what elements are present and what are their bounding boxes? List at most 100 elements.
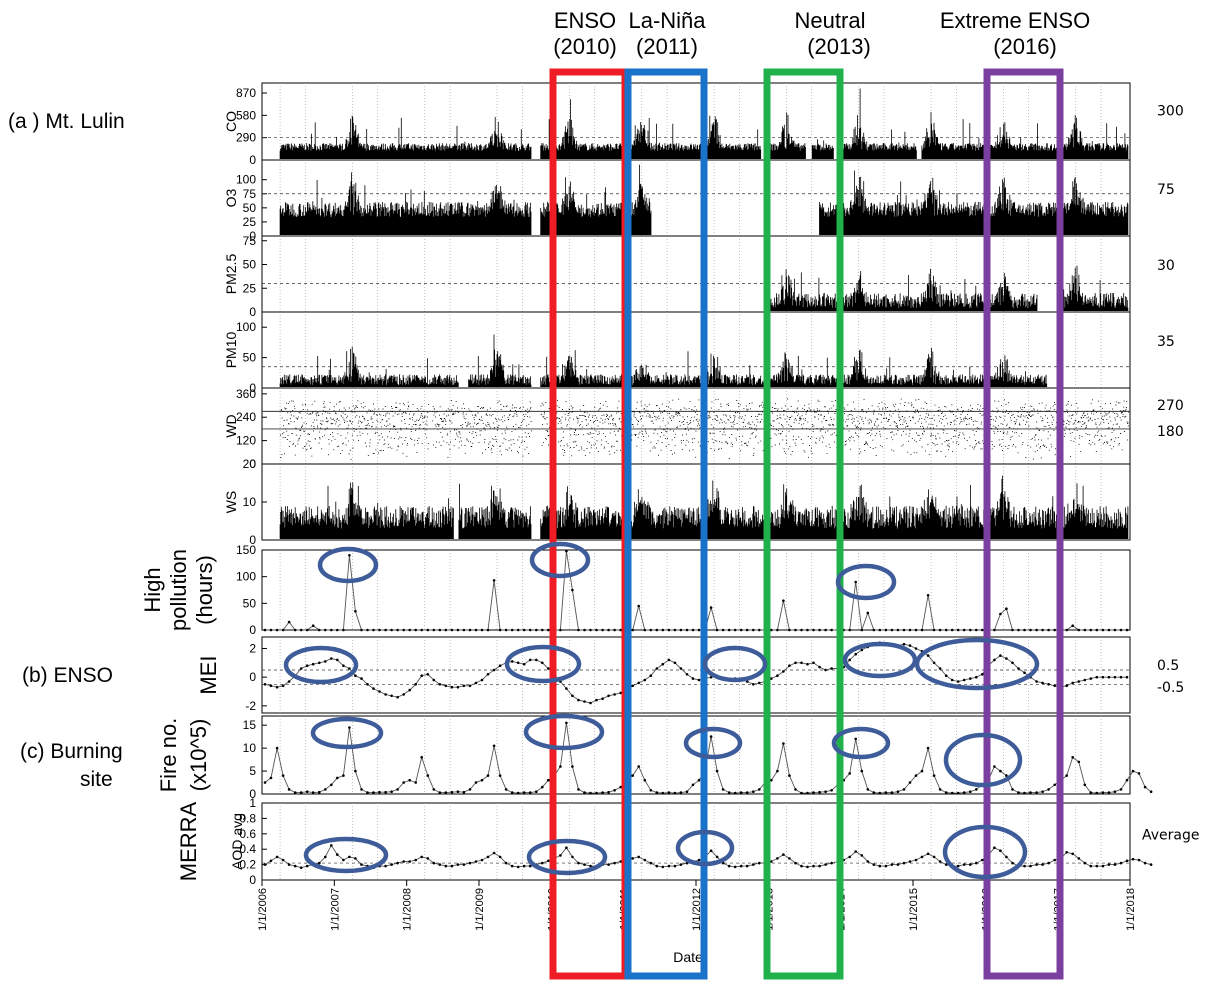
aod-point: [559, 854, 562, 857]
wd-ref-label: 180: [1157, 424, 1184, 440]
fire-point: [474, 781, 478, 784]
pm25-ref-label: 30: [1157, 258, 1175, 274]
high_pollution-point: [390, 628, 393, 632]
fire-point: [1125, 778, 1129, 782]
fire-point: [1131, 769, 1135, 773]
highlight-ellipse: [303, 836, 389, 874]
high_pollution-point: [318, 628, 321, 632]
fire-point: [944, 791, 948, 794]
aod-point: [745, 864, 749, 868]
high_pollution-point: [878, 628, 882, 632]
aod-point: [480, 858, 484, 862]
aod-point: [956, 864, 960, 868]
high_pollution-point: [510, 628, 514, 632]
high_pollution-point: [324, 628, 327, 632]
panels-layer: 0290580870300CO025507510075O3025507530PM…: [140, 82, 1200, 887]
fire-point: [366, 791, 369, 794]
fire-ytick-label: 0: [249, 787, 256, 801]
fire-point: [1095, 791, 1099, 795]
mei-point: [643, 678, 647, 682]
aod-point: [287, 863, 291, 866]
mei-point: [1125, 675, 1129, 679]
aod-point: [547, 859, 550, 863]
high_pollution-ylabel-line: pollution: [166, 549, 191, 631]
mei-point: [468, 684, 472, 688]
mei-point: [782, 670, 785, 673]
aod-point: [920, 855, 924, 859]
panel-mei: -2 0 2 0.5 -0.5 MEI: [196, 636, 1184, 714]
co-ylabel: CO: [223, 111, 239, 132]
fire-point: [516, 791, 520, 795]
highlight-ellipse: [942, 824, 1028, 880]
mei-point: [456, 685, 460, 689]
aod-point: [914, 858, 918, 862]
co-ytick-label: 870: [236, 86, 256, 100]
mei-point: [661, 662, 665, 666]
aod-point: [1113, 863, 1117, 866]
mei-point: [848, 658, 851, 662]
fire-point: [571, 765, 574, 768]
mei-point: [299, 667, 303, 670]
fire-point: [528, 791, 532, 794]
aod-point: [450, 864, 454, 868]
mei-point: [269, 684, 273, 688]
high_pollution-point: [824, 628, 827, 632]
panel-c-line2: site: [80, 768, 113, 791]
fire-point: [281, 774, 285, 777]
mei-point: [1047, 683, 1050, 686]
o3-series: [279, 164, 1129, 235]
mei-point: [305, 664, 309, 667]
high_pollution-point: [697, 628, 701, 632]
aod-point: [1125, 859, 1129, 863]
fire-point: [372, 791, 375, 794]
high_pollution-point: [1011, 628, 1014, 632]
mei-point: [830, 667, 833, 670]
aod-point: [414, 858, 418, 862]
aod-point: [1143, 861, 1147, 865]
fire-point: [311, 791, 315, 794]
mei-point: [962, 678, 966, 682]
high_pollution-point: [685, 628, 689, 632]
aod-point: [962, 863, 966, 866]
high_pollution-point: [661, 628, 665, 632]
high_pollution-point: [492, 579, 496, 582]
fire-point: [408, 778, 412, 782]
fire-point: [878, 791, 882, 795]
mei-point: [908, 644, 912, 647]
aod-point: [299, 866, 303, 869]
high_pollution-point: [408, 628, 412, 632]
fire-point: [547, 778, 550, 782]
mei-point: [516, 661, 520, 665]
fire-point: [1113, 790, 1117, 793]
pm10-ytick-label: 0: [249, 381, 256, 395]
high_pollution-point: [372, 628, 375, 632]
high_pollution-point: [378, 628, 381, 632]
high_pollution-point: [601, 628, 604, 632]
fire-point: [920, 769, 924, 773]
aod-point: [589, 864, 592, 868]
pm10-series: [279, 334, 1048, 387]
aod-point: [938, 860, 942, 863]
wd-ytick-label: 360: [236, 387, 256, 401]
highlight-ellipse: [914, 637, 1040, 691]
mei-point: [510, 660, 514, 663]
event-name: Extreme ENSO: [939, 8, 1091, 33]
high_pollution-point: [1119, 628, 1123, 632]
high_pollution-point: [516, 628, 520, 632]
aod-point: [806, 865, 809, 869]
high_pollution-point: [595, 628, 598, 632]
fire-point: [583, 791, 586, 794]
fire-point: [1101, 791, 1105, 794]
fire-ylabel-line: Fire no.: [156, 718, 181, 793]
aod-point: [866, 860, 870, 863]
high_pollution-ytick-label: 150: [236, 543, 256, 557]
mei-point: [426, 673, 430, 676]
aod-ytick-label: 0.6: [239, 827, 256, 841]
aod-point: [1119, 861, 1123, 865]
aod-point: [926, 852, 930, 856]
high_pollution-point: [1125, 628, 1129, 632]
mei-point: [450, 685, 454, 689]
fire-point: [1071, 756, 1074, 759]
o3-ytick-label: 25: [243, 215, 257, 229]
high_pollution-point: [1101, 628, 1105, 632]
